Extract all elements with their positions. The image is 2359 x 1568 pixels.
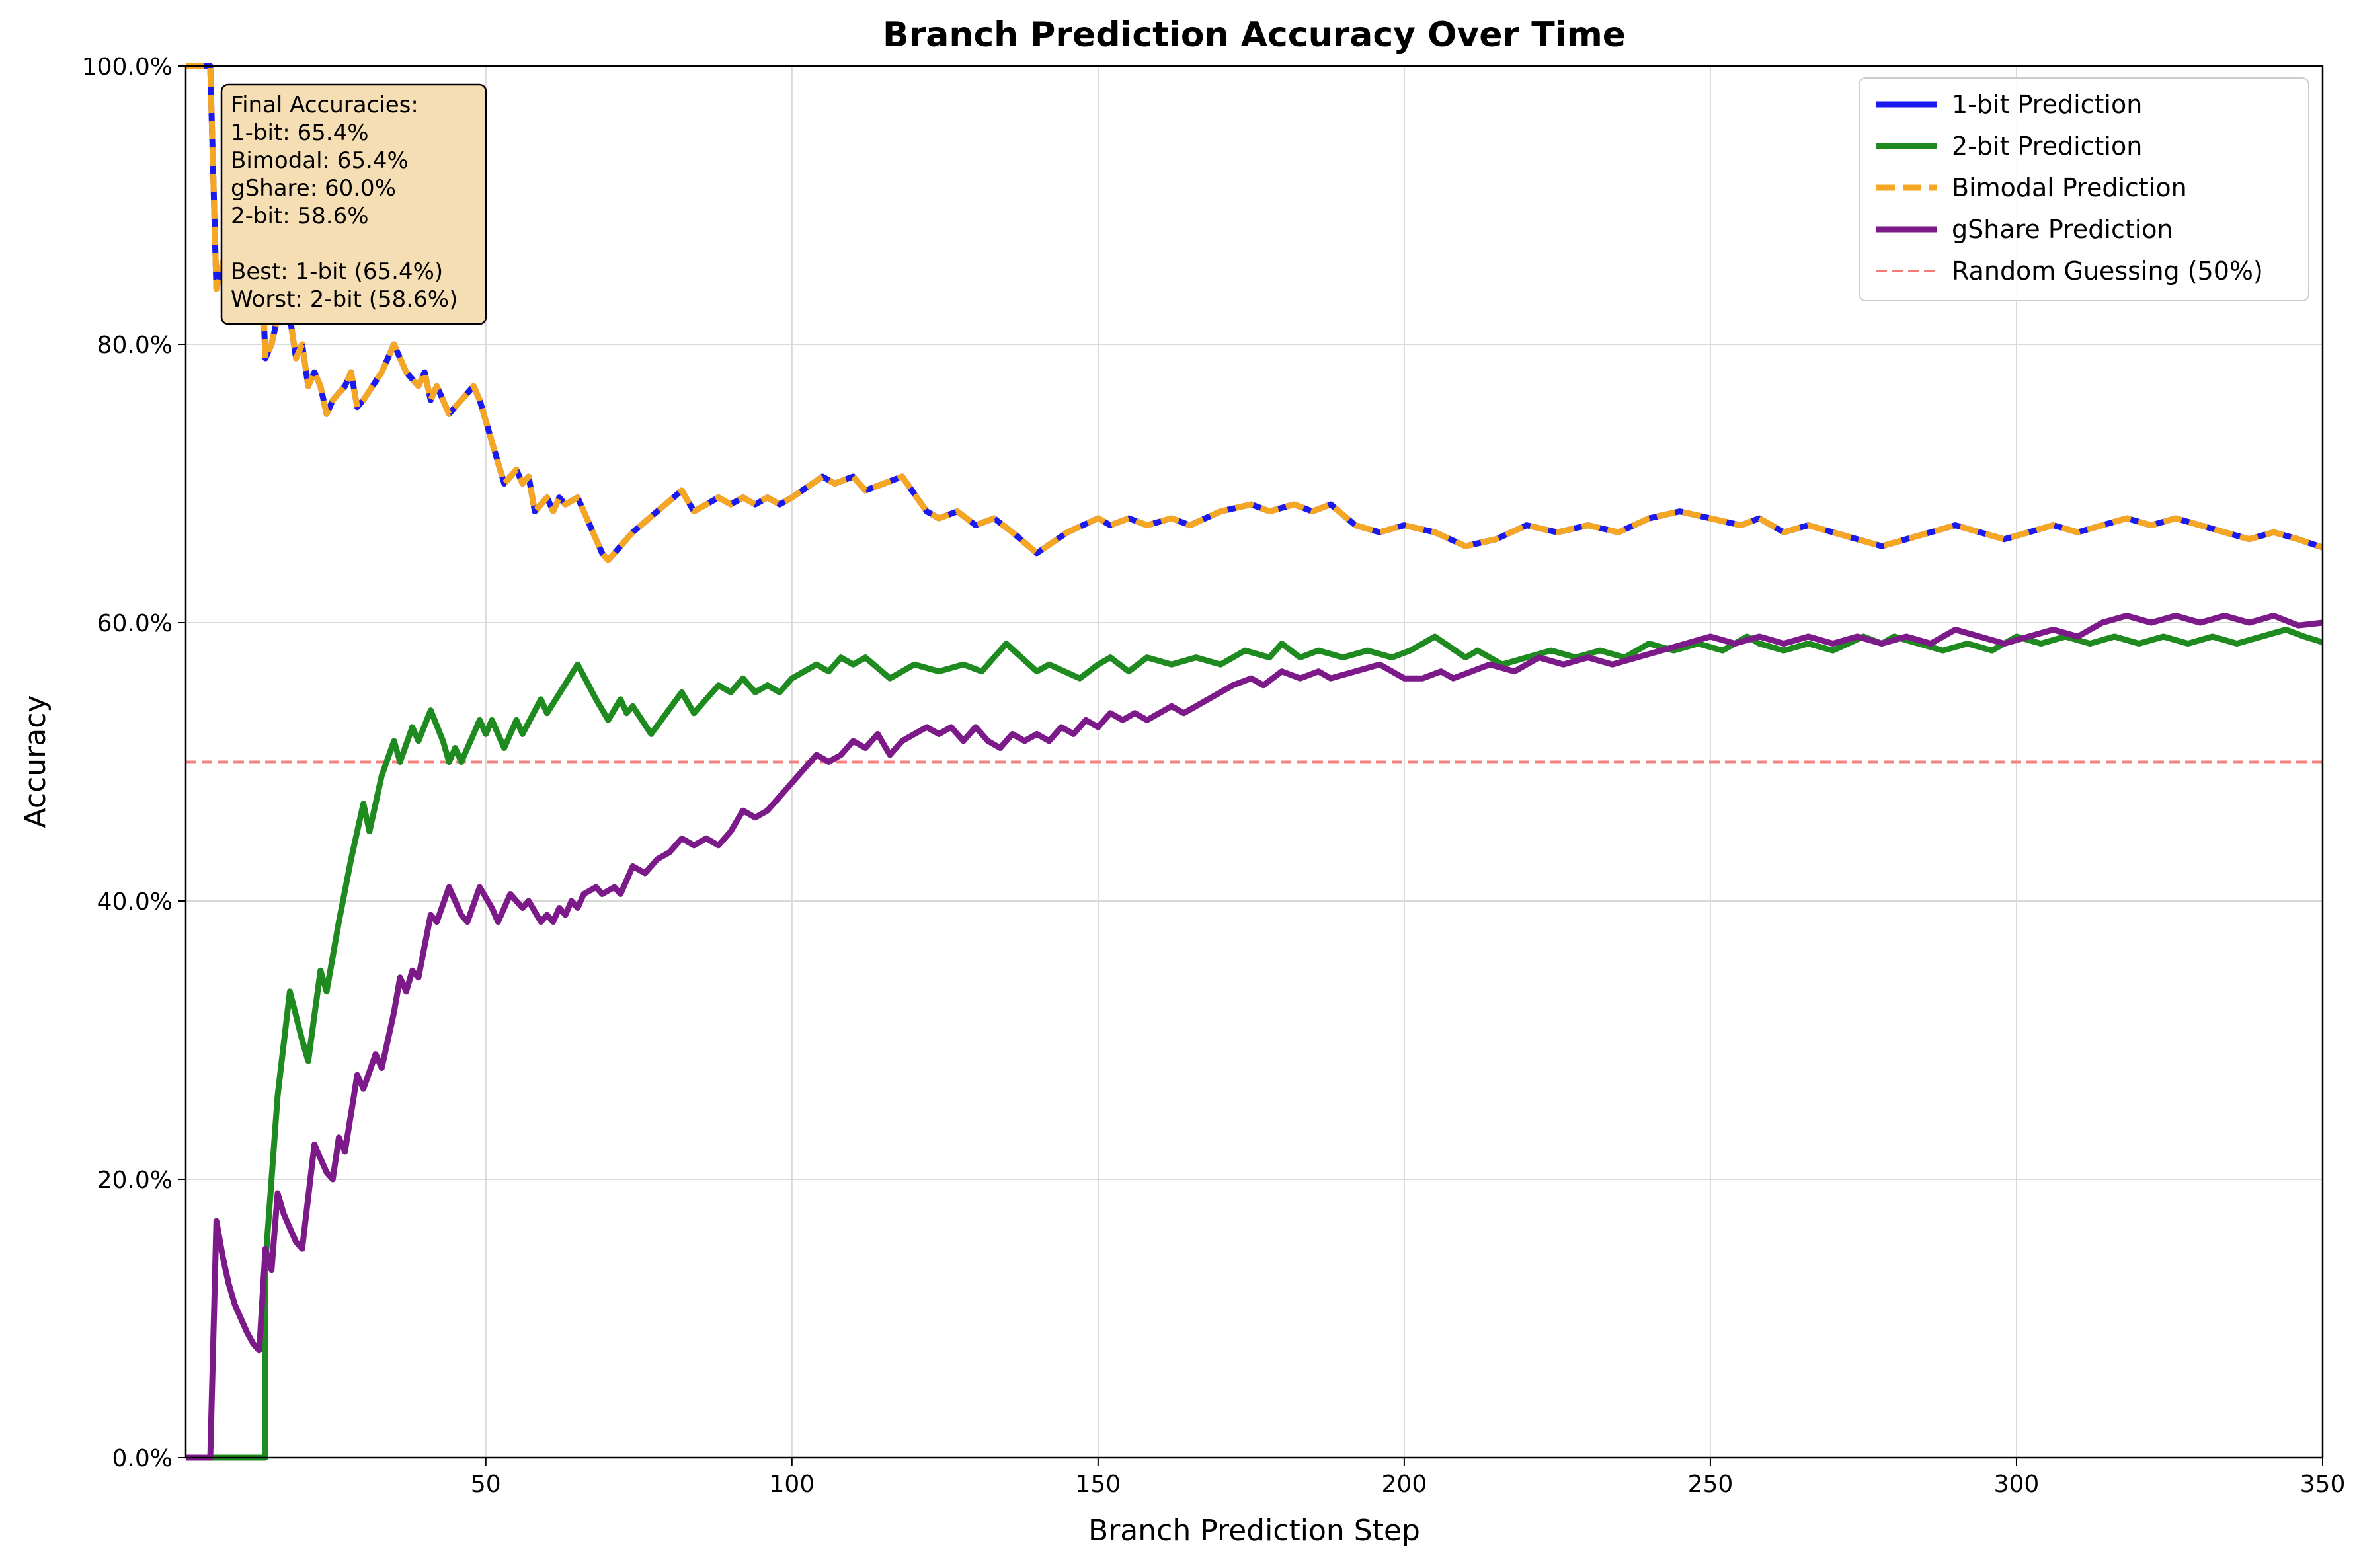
annotation-box <box>220 83 487 325</box>
y-tick-label: 0.0% <box>112 1445 173 1472</box>
x-tick-label: 200 <box>1382 1471 1427 1498</box>
legend-box <box>1859 77 2309 301</box>
y-tick-label: 100.0% <box>82 54 173 81</box>
annotation-line: Worst: 2-bit (58.6%) <box>231 286 458 313</box>
series-line-bimodal-prediction <box>186 63 2324 563</box>
legend: 1-bit Prediction 2-bit Prediction Bimodal … <box>1859 77 2309 301</box>
annotation-line: Best: 1-bit (65.4%) <box>231 258 443 285</box>
y-tick-label: 80.0% <box>97 332 173 359</box>
x-tick-label: 150 <box>1075 1471 1121 1498</box>
chart-title: Branch Prediction Accuracy Over Time <box>883 15 1626 55</box>
plot-frame <box>184 65 2324 1459</box>
y-tick-label: 20.0% <box>97 1167 173 1194</box>
legend-label: Random Guessing (50%) <box>1952 256 2263 286</box>
x-tick-label: 250 <box>1688 1471 1734 1498</box>
annotation-line: 1-bit: 65.4% <box>231 120 369 146</box>
legend-label: 2-bit Prediction <box>1952 132 2142 161</box>
legend-label: 1-bit Prediction <box>1952 90 2142 119</box>
series-lines <box>186 63 2324 1461</box>
x-tick-label: 350 <box>2300 1471 2346 1498</box>
annotation-line: 2-bit: 58.6% <box>231 203 369 229</box>
x-tick-label: 50 <box>471 1471 501 1498</box>
series-line-gshare-prediction <box>186 613 2323 1461</box>
annotation-line: Final Accuracies: <box>231 92 419 118</box>
annotation-line: Bimodal: 65.4% <box>231 147 409 174</box>
final-accuracy-annotation: Final Accuracies:1-bit: 65.4%Bimodal: 65… <box>220 83 487 325</box>
y-tick-label: 40.0% <box>97 888 173 916</box>
annotation-line: gShare: 60.0% <box>231 175 396 202</box>
x-axis-label: Branch Prediction Step <box>1088 1514 1420 1548</box>
x-tick-label: 100 <box>769 1471 815 1498</box>
legend-label: Bimodal Prediction <box>1952 173 2187 202</box>
y-tick-label: 60.0% <box>97 610 173 637</box>
y-axis-label: Accuracy <box>19 695 52 828</box>
axis-ticks: 50 100 150 200 250 300 350 0.0% 20.0% 40.0% 60.0% 8… <box>82 54 2346 1498</box>
legend-label: gShare Prediction <box>1952 215 2173 244</box>
x-tick-label: 300 <box>1994 1471 2040 1498</box>
